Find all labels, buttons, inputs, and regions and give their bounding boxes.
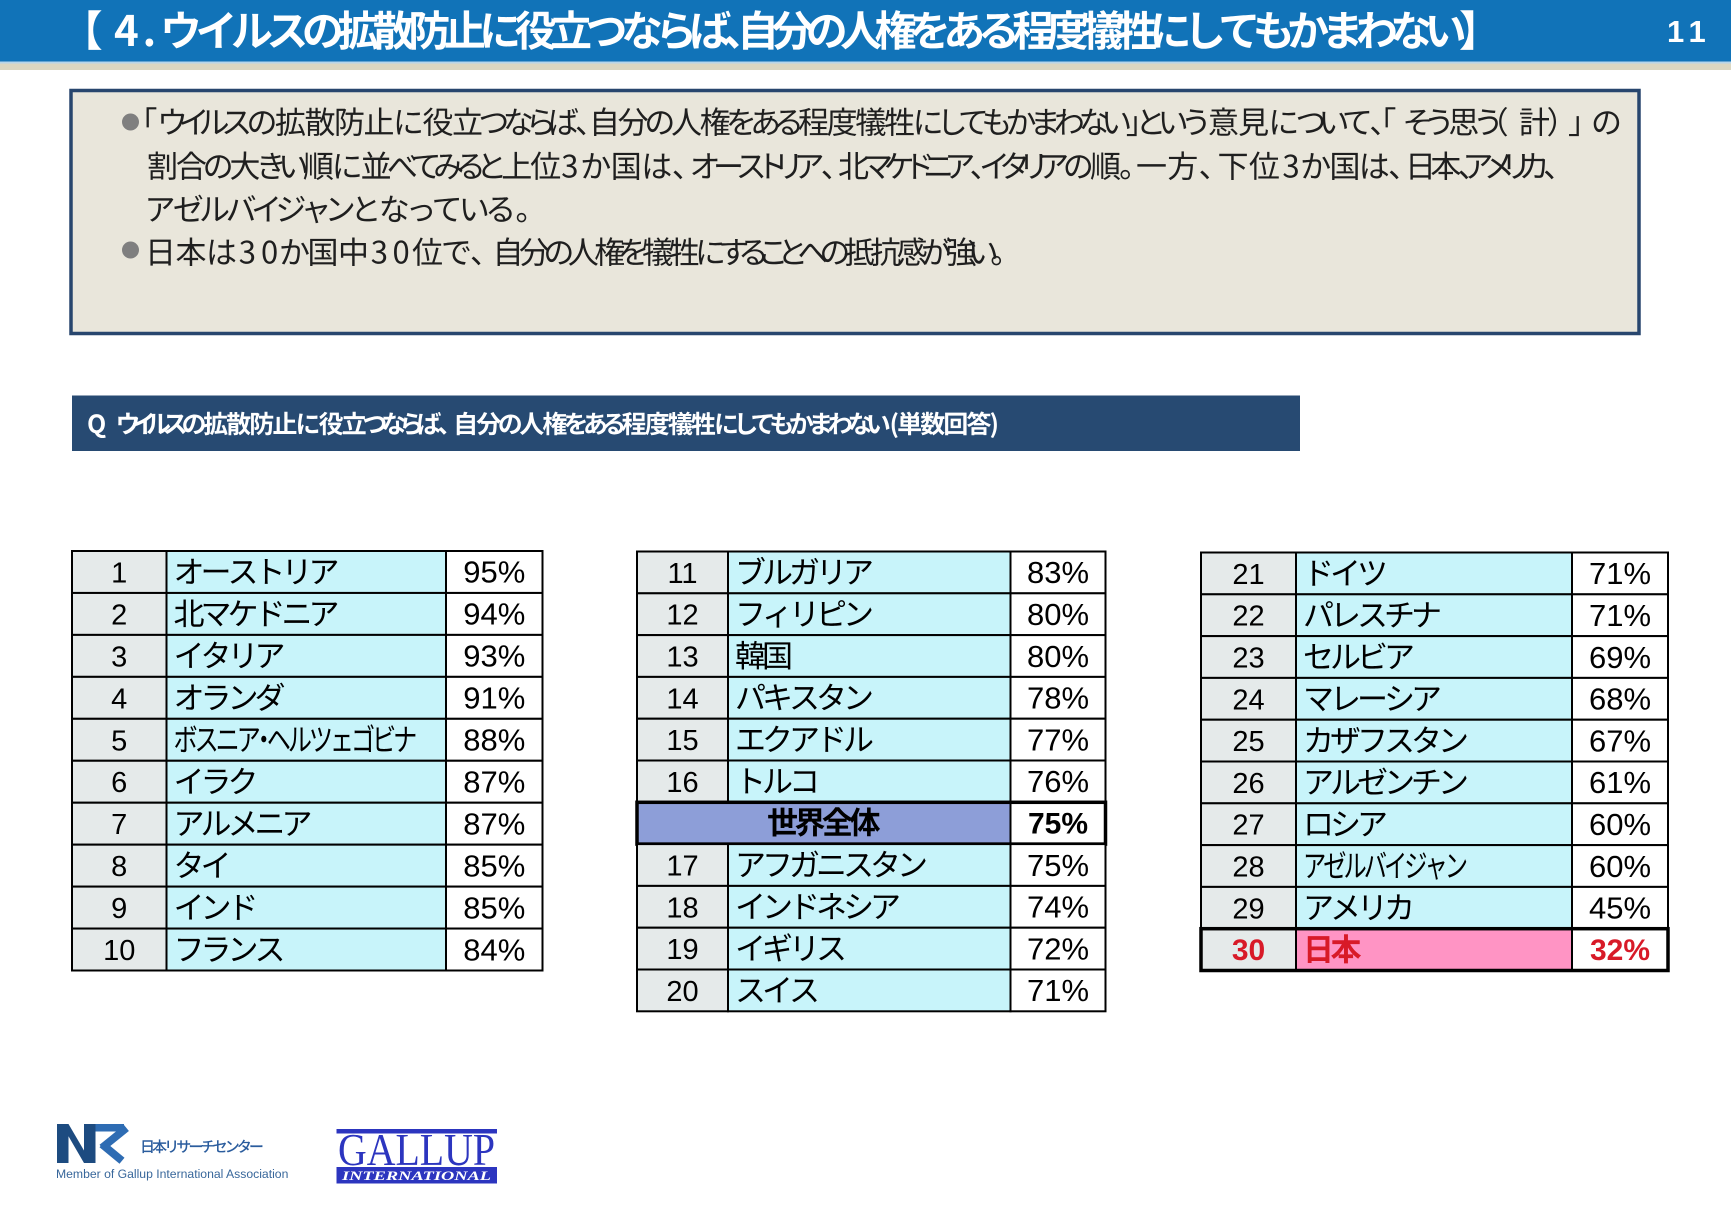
- svg-text:71%: 71%: [1027, 973, 1089, 1008]
- svg-text:11: 11: [667, 558, 697, 590]
- svg-text:24: 24: [1232, 684, 1264, 716]
- svg-text:INTERNATIONAL: INTERNATIONAL: [341, 1169, 492, 1183]
- svg-text:27: 27: [1232, 810, 1264, 842]
- svg-text:87%: 87%: [463, 806, 525, 841]
- svg-text:74%: 74%: [1027, 890, 1089, 925]
- svg-text:8: 8: [111, 851, 127, 883]
- svg-text:23: 23: [1232, 643, 1264, 675]
- svg-text:1: 1: [111, 557, 127, 589]
- svg-text:17: 17: [666, 851, 698, 883]
- svg-text:28: 28: [1232, 852, 1264, 884]
- svg-text:GALLUP: GALLUP: [338, 1125, 495, 1175]
- svg-text:16: 16: [666, 767, 698, 799]
- svg-text:61%: 61%: [1589, 765, 1651, 800]
- svg-text:84%: 84%: [463, 932, 525, 967]
- svg-text:22: 22: [1232, 601, 1264, 633]
- svg-text:93%: 93%: [463, 639, 525, 674]
- svg-text:29: 29: [1232, 893, 1264, 925]
- svg-text:71%: 71%: [1589, 598, 1651, 633]
- svg-text:12: 12: [666, 600, 698, 632]
- svg-text:83%: 83%: [1027, 555, 1089, 590]
- svg-text:68%: 68%: [1589, 682, 1651, 717]
- svg-text:80%: 80%: [1027, 639, 1089, 674]
- svg-text:72%: 72%: [1027, 931, 1089, 966]
- svg-text:4: 4: [111, 683, 127, 715]
- svg-text:87%: 87%: [463, 764, 525, 799]
- svg-text:71%: 71%: [1589, 556, 1651, 591]
- svg-text:7: 7: [111, 809, 127, 841]
- svg-text:85%: 85%: [463, 848, 525, 883]
- svg-text:45%: 45%: [1589, 891, 1651, 926]
- svg-text:18: 18: [666, 892, 698, 924]
- svg-text:69%: 69%: [1589, 640, 1651, 675]
- svg-text:75%: 75%: [1027, 848, 1089, 883]
- svg-text:60%: 60%: [1589, 849, 1651, 884]
- svg-text:9: 9: [111, 893, 127, 925]
- svg-text:67%: 67%: [1589, 723, 1651, 758]
- svg-text:88%: 88%: [463, 723, 525, 758]
- svg-text:6: 6: [111, 767, 127, 799]
- svg-text:25: 25: [1232, 726, 1264, 758]
- svg-text:80%: 80%: [1027, 597, 1089, 632]
- svg-text:78%: 78%: [1027, 681, 1089, 716]
- svg-text:13: 13: [666, 642, 698, 674]
- svg-text:21: 21: [1232, 559, 1264, 591]
- svg-text:32%: 32%: [1590, 934, 1650, 967]
- svg-text:Member of Gallup International: Member of Gallup International Associati…: [56, 1167, 288, 1181]
- svg-text:30: 30: [1232, 934, 1265, 967]
- svg-text:5: 5: [111, 725, 127, 757]
- svg-text:85%: 85%: [463, 890, 525, 925]
- svg-text:2: 2: [111, 599, 127, 631]
- svg-text:75%: 75%: [1028, 808, 1088, 841]
- svg-text:76%: 76%: [1027, 764, 1089, 799]
- svg-text:20: 20: [666, 976, 698, 1008]
- svg-text:15: 15: [666, 725, 698, 757]
- svg-text:94%: 94%: [463, 597, 525, 632]
- svg-text:26: 26: [1232, 768, 1264, 800]
- svg-text:3: 3: [111, 641, 127, 673]
- svg-text:10: 10: [103, 935, 135, 967]
- svg-text:60%: 60%: [1589, 807, 1651, 842]
- svg-text:95%: 95%: [463, 555, 525, 590]
- svg-text:77%: 77%: [1027, 722, 1089, 757]
- svg-text:19: 19: [666, 934, 698, 966]
- svg-text:91%: 91%: [463, 681, 525, 716]
- svg-text:14: 14: [666, 683, 698, 715]
- svg-text:11: 11: [1667, 14, 1712, 49]
